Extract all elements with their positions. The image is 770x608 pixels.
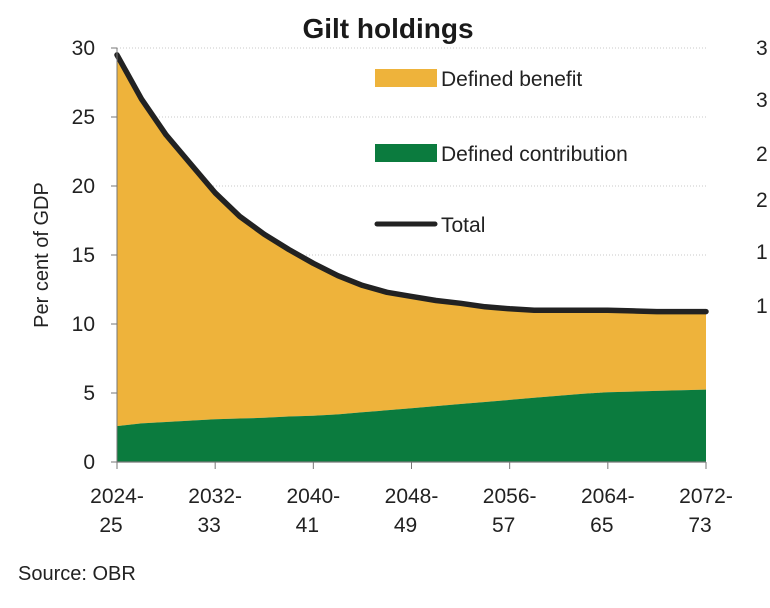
gilt-holdings-chart: Gilt holdings 0 5 10 15 20 25 30 2024- 25 2032- 3… [31, 13, 768, 537]
y-axis-label: Per cent of GDP [31, 182, 53, 328]
cropped-tick-fragment: 3 [756, 37, 768, 60]
cropped-tick-fragment: 1 [756, 295, 768, 318]
area-defined-contribution [117, 389, 706, 462]
y-tick-label: 25 [72, 106, 95, 129]
area-defined-benefit [117, 54, 706, 427]
x-tick-label-line2: 73 [688, 514, 711, 537]
cropped-tick-fragment: 1 [756, 241, 768, 264]
cropped-tick-fragment: 3 [756, 89, 768, 112]
x-tick-label-line2: 49 [394, 514, 417, 537]
cropped-adjacent-axis: 3 3 2 2 1 1 [756, 37, 768, 318]
chart-title: Gilt holdings [302, 13, 473, 44]
x-axis-ticks: 2024- 25 2032- 33 2040- 41 2048- 49 2056- 57 2064-… [90, 462, 733, 537]
source-note: Source: OBR [18, 563, 136, 585]
y-axis-ticks: 0 5 10 15 20 25 30 [72, 37, 117, 474]
x-tick-label: 2024- [90, 485, 144, 508]
y-tick-label: 15 [72, 244, 95, 267]
y-tick-label: 0 [83, 451, 95, 474]
legend-swatch [375, 144, 437, 162]
x-tick-label: 2056- [483, 485, 537, 508]
y-tick-label: 10 [72, 313, 95, 336]
x-tick-label-line2: 25 [99, 514, 122, 537]
legend: Defined benefit Defined contribution Total [374, 68, 628, 237]
legend-label: Total [441, 214, 485, 237]
legend-label: Defined contribution [441, 143, 628, 166]
x-tick-label-line2: 33 [197, 514, 220, 537]
x-tick-label: 2040- [286, 485, 340, 508]
area-series [114, 52, 709, 462]
y-tick-label: 30 [72, 37, 95, 60]
cropped-tick-fragment: 2 [756, 189, 768, 212]
line-total [114, 52, 709, 315]
cropped-tick-fragment: 2 [756, 143, 768, 166]
x-tick-label: 2032- [188, 485, 242, 508]
x-tick-label-line2: 57 [492, 514, 515, 537]
x-tick-label: 2072- [679, 485, 733, 508]
legend-swatch [375, 69, 437, 87]
x-tick-label-line2: 65 [590, 514, 613, 537]
x-tick-label: 2064- [581, 485, 635, 508]
y-tick-label: 20 [72, 175, 95, 198]
x-tick-label-line2: 41 [296, 514, 319, 537]
legend-label: Defined benefit [441, 68, 582, 91]
y-tick-label: 5 [83, 382, 95, 405]
x-tick-label: 2048- [385, 485, 439, 508]
